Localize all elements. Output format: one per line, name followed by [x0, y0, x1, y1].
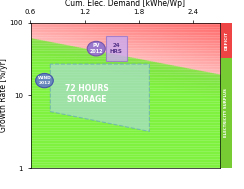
Text: 72 HOURS
STORAGE: 72 HOURS STORAGE: [65, 84, 109, 104]
Bar: [221, 58, 232, 168]
Bar: [106, 36, 127, 61]
Text: ELECTRICITY SURPLUS: ELECTRICITY SURPLUS: [224, 88, 228, 137]
Text: PV
2012: PV 2012: [90, 43, 103, 54]
Text: DEFICIT: DEFICIT: [224, 31, 228, 50]
Y-axis label: Growth Rate [%/yr]: Growth Rate [%/yr]: [0, 59, 8, 132]
Bar: [221, 23, 232, 58]
Text: 24
HRS: 24 HRS: [110, 43, 123, 54]
Circle shape: [87, 41, 105, 56]
Text: WIND
2012: WIND 2012: [38, 76, 51, 85]
Polygon shape: [50, 64, 149, 132]
Circle shape: [36, 74, 53, 88]
X-axis label: Cum. Elec. Demand [kWhe/Wp]: Cum. Elec. Demand [kWhe/Wp]: [65, 0, 185, 8]
